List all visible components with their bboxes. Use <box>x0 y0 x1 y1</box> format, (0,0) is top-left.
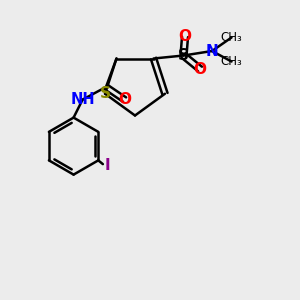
Text: O: O <box>194 61 206 76</box>
Text: O: O <box>178 29 191 44</box>
Text: O: O <box>118 92 131 107</box>
Text: NH: NH <box>70 92 95 107</box>
Text: S: S <box>100 86 110 101</box>
Text: N: N <box>206 44 218 59</box>
Text: I: I <box>104 158 110 173</box>
Text: CH₃: CH₃ <box>220 31 242 44</box>
Text: CH₃: CH₃ <box>220 55 242 68</box>
Text: S: S <box>178 48 189 63</box>
